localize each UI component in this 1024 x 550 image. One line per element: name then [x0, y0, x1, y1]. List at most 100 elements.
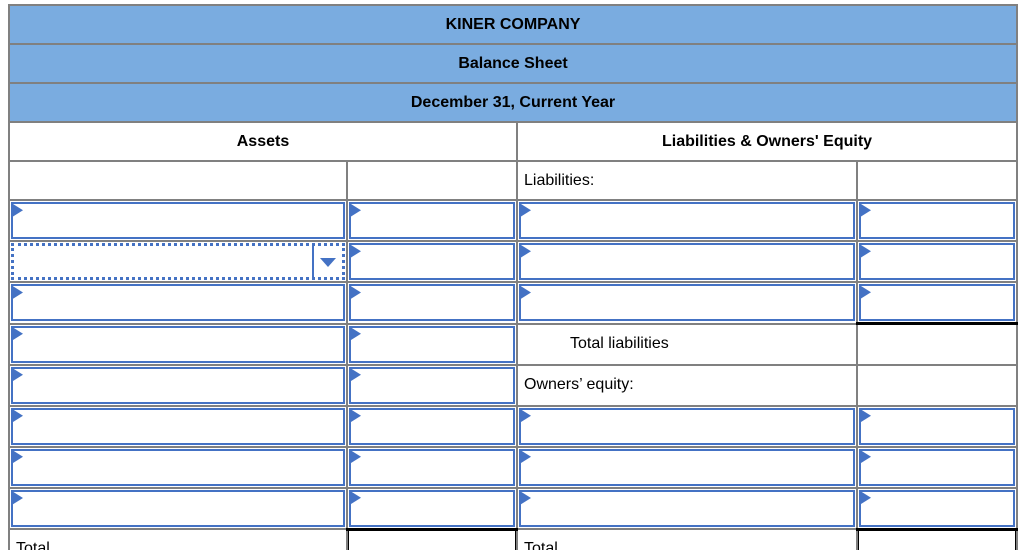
owners-equity-section-label: Owners’ equity: — [516, 363, 858, 407]
cell-value — [365, 328, 511, 361]
flag-icon — [351, 327, 361, 340]
flag-icon — [521, 491, 531, 505]
balance-sheet-table: KINER COMPANY Balance Sheet December 31,… — [7, 4, 1019, 550]
flag-icon — [351, 245, 361, 258]
cell-value — [27, 451, 341, 484]
liability-account-input[interactable] — [519, 202, 855, 239]
dropdown-separator — [312, 246, 314, 277]
asset-amount-input[interactable] — [349, 202, 515, 239]
liabilities-section-label: Liabilities: — [516, 160, 858, 201]
flag-icon — [13, 368, 23, 381]
cell-value — [365, 410, 511, 443]
cell-value — [875, 451, 1011, 484]
flag-icon — [521, 409, 531, 422]
dropdown-arrow-icon[interactable] — [320, 257, 336, 267]
cell-value — [365, 204, 511, 237]
asset-amount-input[interactable] — [349, 243, 515, 280]
flag-icon — [861, 409, 871, 422]
cell-value — [535, 204, 851, 237]
asset-account-input[interactable] — [11, 407, 345, 445]
empty-cell — [346, 160, 518, 201]
cell-value — [27, 492, 341, 525]
equity-account-input[interactable] — [519, 407, 855, 445]
equity-amount-input[interactable] — [859, 489, 1016, 527]
assets-total-amount-box — [349, 532, 515, 550]
flag-icon — [521, 245, 531, 258]
flag-icon — [861, 204, 871, 217]
company-name-header: KINER COMPANY — [7, 4, 1019, 45]
cell-value — [365, 245, 511, 278]
asset-amount-input[interactable] — [349, 366, 515, 404]
empty-cell — [855, 363, 1019, 407]
asset-amount-input[interactable] — [349, 448, 515, 486]
asset-amount-input[interactable] — [349, 284, 515, 322]
flag-icon — [351, 491, 361, 504]
cell-value — [535, 451, 851, 484]
cell-value — [535, 492, 851, 525]
cell-value — [365, 451, 511, 484]
asset-account-input[interactable] — [11, 325, 345, 363]
asset-account-input[interactable] — [11, 202, 345, 239]
flag-icon — [861, 491, 871, 504]
liability-account-input[interactable] — [519, 284, 855, 322]
liability-amount-input[interactable] — [859, 202, 1016, 239]
asset-amount-input[interactable] — [349, 325, 515, 363]
cell-value — [875, 410, 1011, 443]
cell-value — [365, 286, 511, 319]
cell-value — [365, 492, 511, 525]
cell-value — [27, 328, 341, 361]
flag-icon — [861, 286, 871, 299]
asset-account-input[interactable] — [11, 448, 345, 486]
flag-icon — [13, 491, 23, 505]
cell-value — [27, 204, 341, 237]
flag-icon — [13, 286, 23, 299]
equity-amount-input[interactable] — [859, 448, 1016, 486]
asset-account-input[interactable] — [11, 366, 345, 404]
statement-date-header: December 31, Current Year — [7, 82, 1019, 123]
liability-amount-input[interactable] — [859, 243, 1016, 280]
flag-icon — [521, 450, 531, 463]
assets-column-header: Assets — [8, 121, 518, 162]
asset-amount-input[interactable] — [349, 407, 515, 445]
flag-icon — [351, 450, 361, 463]
cell-value — [875, 204, 1011, 237]
cell-value — [875, 286, 1011, 319]
flag-icon — [351, 409, 361, 422]
cell-value — [27, 369, 341, 402]
flag-icon — [13, 204, 23, 217]
cell-value — [535, 410, 851, 443]
asset-amount-input[interactable] — [349, 489, 515, 527]
flag-icon — [521, 204, 531, 217]
flag-icon — [351, 286, 361, 299]
asset-account-input[interactable] — [11, 489, 345, 527]
liabilities-equity-column-header: Liabilities & Owners' Equity — [515, 121, 1019, 162]
assets-total-label: Total — [8, 528, 348, 550]
flag-icon — [13, 327, 23, 340]
flag-icon — [13, 409, 23, 422]
dropdown-selected-value — [20, 246, 302, 277]
liabilities-total-amount-box — [859, 532, 1016, 550]
liabilities-total-amount-cell — [855, 527, 1019, 550]
flag-icon — [351, 368, 361, 381]
assets-total-amount-cell — [346, 527, 518, 550]
statement-title-header: Balance Sheet — [7, 43, 1019, 84]
asset-account-input[interactable] — [11, 284, 345, 322]
flag-icon — [521, 286, 531, 299]
cell-value — [875, 492, 1011, 525]
cell-value — [365, 369, 511, 402]
cell-value — [27, 410, 341, 443]
empty-cell — [8, 160, 348, 201]
equity-amount-input[interactable] — [859, 407, 1016, 445]
total-liabilities-amount-cell — [855, 322, 1019, 366]
cell-value — [27, 286, 341, 319]
liability-account-input[interactable] — [519, 243, 855, 280]
equity-account-input[interactable] — [519, 489, 855, 527]
total-liabilities-label: Total liabilities — [516, 322, 858, 366]
liabilities-total-label: Total — [516, 528, 858, 550]
liability-amount-input[interactable] — [859, 284, 1016, 321]
equity-account-input[interactable] — [519, 448, 855, 486]
asset-account-dropdown[interactable] — [11, 243, 345, 280]
cell-value — [875, 245, 1011, 278]
flag-icon — [351, 204, 361, 217]
